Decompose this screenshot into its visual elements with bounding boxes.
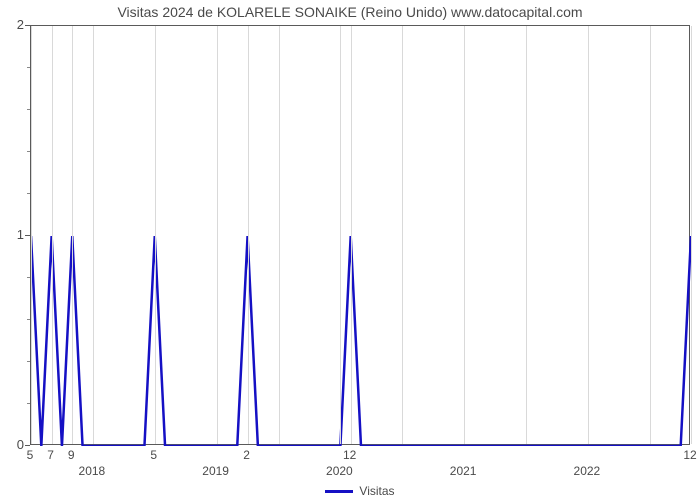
y-tick-label: 1: [4, 227, 24, 242]
y-minor-tick: [27, 67, 30, 68]
x-year-label: 2020: [326, 464, 353, 478]
x-year-label: 2021: [450, 464, 477, 478]
y-minor-tick: [27, 403, 30, 404]
x-tick-label: 12: [343, 448, 356, 462]
x-year-label: 2019: [202, 464, 229, 478]
legend: Visitas: [30, 484, 690, 498]
line-series: [31, 26, 691, 446]
v-gridline: [402, 26, 403, 444]
v-gridline: [31, 26, 32, 444]
x-year-label: 2018: [79, 464, 106, 478]
x-tick-label: 5: [27, 448, 34, 462]
plot-area: [30, 25, 690, 445]
v-gridline: [248, 26, 249, 444]
x-tick-label: 7: [47, 448, 54, 462]
x-tick-label: 12: [683, 448, 696, 462]
y-tick-label: 0: [4, 437, 24, 452]
y-tick-mark: [25, 235, 30, 236]
v-gridline: [650, 26, 651, 444]
chart-title: Visitas 2024 de KOLARELE SONAIKE (Reino …: [0, 4, 700, 20]
v-gridline: [691, 26, 692, 444]
y-minor-tick: [27, 109, 30, 110]
x-tick-label: 5: [150, 448, 157, 462]
v-gridline: [340, 26, 341, 444]
y-minor-tick: [27, 361, 30, 362]
x-tick-label: 9: [68, 448, 75, 462]
v-gridline: [72, 26, 73, 444]
x-tick-label: 2: [243, 448, 250, 462]
y-minor-tick: [27, 319, 30, 320]
v-gridline: [351, 26, 352, 444]
chart-container: Visitas 2024 de KOLARELE SONAIKE (Reino …: [0, 0, 700, 500]
v-gridline: [52, 26, 53, 444]
v-gridline: [93, 26, 94, 444]
legend-label: Visitas: [359, 484, 394, 498]
v-gridline: [464, 26, 465, 444]
y-tick-mark: [25, 25, 30, 26]
y-tick-mark: [25, 445, 30, 446]
v-gridline: [217, 26, 218, 444]
v-gridline: [279, 26, 280, 444]
v-gridline: [526, 26, 527, 444]
y-tick-label: 2: [4, 17, 24, 32]
v-gridline: [588, 26, 589, 444]
legend-swatch: [325, 490, 353, 493]
v-gridline: [155, 26, 156, 444]
y-minor-tick: [27, 277, 30, 278]
x-year-label: 2022: [574, 464, 601, 478]
y-minor-tick: [27, 193, 30, 194]
y-minor-tick: [27, 151, 30, 152]
